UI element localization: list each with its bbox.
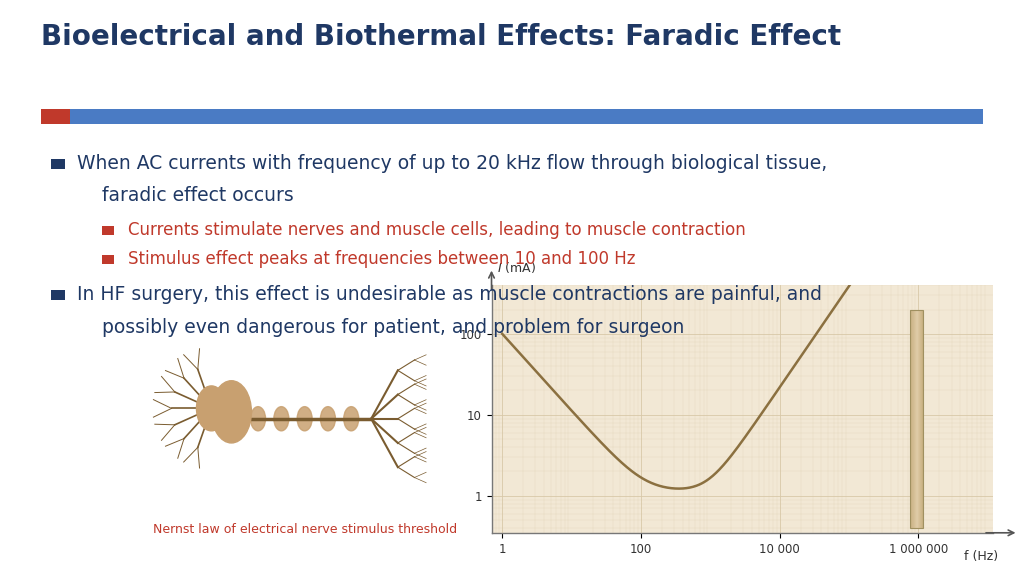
Text: Stimulus effect peaks at frequencies between 10 and 100 Hz: Stimulus effect peaks at frequencies bet… (128, 250, 636, 268)
Text: possibly even dangerous for patient, and problem for surgeon: possibly even dangerous for patient, and… (102, 318, 685, 336)
Text: faradic effect occurs: faradic effect occurs (102, 187, 294, 205)
Text: Currents stimulate nerves and muscle cells, leading to muscle contraction: Currents stimulate nerves and muscle cel… (128, 221, 745, 239)
Ellipse shape (321, 407, 336, 431)
Text: When AC currents with frequency of up to 20 kHz flow through biological tissue,: When AC currents with frequency of up to… (77, 154, 827, 173)
Ellipse shape (297, 407, 312, 431)
Text: Nernst law of electrical nerve stimulus threshold: Nernst law of electrical nerve stimulus … (153, 523, 457, 536)
Text: f (Hz): f (Hz) (965, 550, 998, 563)
Ellipse shape (197, 386, 226, 431)
Ellipse shape (251, 407, 265, 431)
Text: Bioelectrical and Biothermal Effects: Faradic Effect: Bioelectrical and Biothermal Effects: Fa… (41, 23, 841, 51)
Ellipse shape (344, 407, 358, 431)
Text: In HF surgery, this effect is undesirable as muscle contractions are painful, an: In HF surgery, this effect is undesirabl… (77, 285, 822, 304)
Ellipse shape (273, 407, 289, 431)
Text: $I$ (mA): $I$ (mA) (497, 260, 536, 275)
Ellipse shape (212, 381, 252, 443)
